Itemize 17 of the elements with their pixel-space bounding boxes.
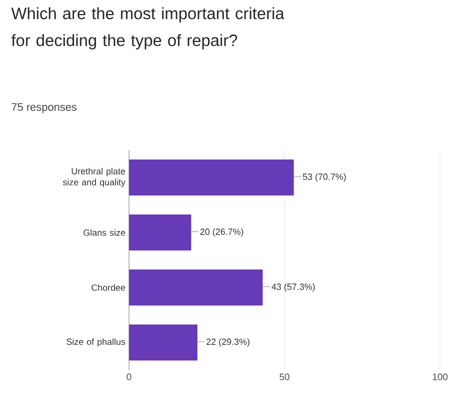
x-tick-label: 50 xyxy=(280,374,290,380)
data-label: 43 (57.3%) xyxy=(272,283,315,292)
chart-title: Which are the most important criteria for deciding the type of repair? xyxy=(11,7,284,50)
y-tick-label: Chordee xyxy=(92,284,126,291)
data-label: 20 (26.7%) xyxy=(200,228,244,237)
bar xyxy=(129,324,198,361)
data-label: 22 (29.3%) xyxy=(206,338,250,347)
y-tick-label: Urethral plate size and quality xyxy=(62,168,126,188)
bar xyxy=(129,160,294,196)
bar xyxy=(129,214,192,251)
x-tick-label: 100 xyxy=(432,374,448,380)
data-label: 53 (70.7%) xyxy=(302,173,346,182)
x-tick-label: 0 xyxy=(126,374,132,380)
y-tick-label: Glans size xyxy=(84,229,126,236)
chart-subtitle: 75 responses xyxy=(12,103,77,113)
bar xyxy=(129,270,263,306)
y-tick-label: Size of phallus xyxy=(66,338,126,347)
